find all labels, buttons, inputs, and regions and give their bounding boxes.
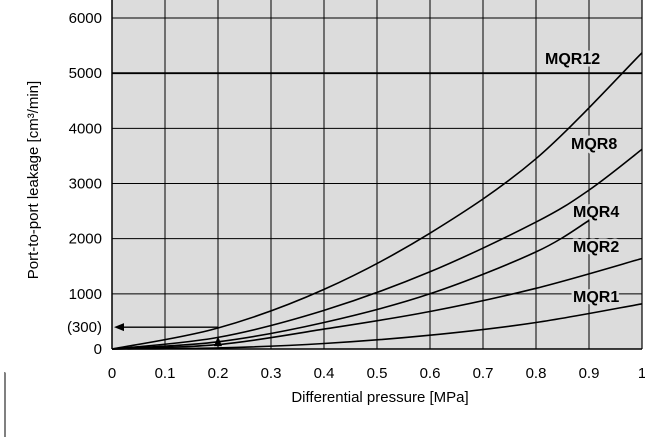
annotations: (300) — [67, 319, 222, 347]
x-tick-label: 0.1 — [155, 365, 176, 382]
callout-arrowhead-left — [114, 323, 124, 332]
callout-arrowhead-up — [214, 336, 222, 347]
y-tick-label: 5000 — [69, 65, 102, 82]
y-tick-label: 3000 — [69, 176, 102, 193]
y-tick-label: 1000 — [69, 286, 102, 303]
x-axis-label: Differential pressure [MPa] — [291, 389, 468, 406]
series-line-mqr4 — [111, 219, 590, 350]
x-tick-label: 0.8 — [526, 365, 547, 382]
x-tick-label: 0.9 — [579, 365, 600, 382]
y-tick-label: 4000 — [69, 120, 102, 137]
y-tick-label: 0 — [94, 341, 102, 358]
x-tick-label: 1 — [638, 365, 645, 382]
series-label-mqr12: MQR12 — [545, 51, 600, 68]
x-tick-label: 0.6 — [420, 365, 441, 382]
x-tick-label: 0 — [108, 365, 116, 382]
series-line-mqr2 — [111, 257, 643, 350]
series-label-mqr1: MQR1 — [573, 289, 619, 306]
callout-label: (300) — [67, 319, 102, 336]
series-label-mqr4: MQR4 — [573, 204, 619, 221]
grid — [112, 0, 642, 349]
y-tick-label: 2000 — [69, 231, 102, 248]
x-tick-label: 0.5 — [367, 365, 388, 382]
y-tick-label: 6000 — [69, 10, 102, 27]
x-tick-label: 0.7 — [473, 365, 494, 382]
x-tick-label: 0.3 — [261, 365, 282, 382]
frame — [4, 0, 643, 437]
series-label-mqr2: MQR2 — [573, 239, 619, 256]
x-tick-label: 0.2 — [208, 365, 229, 382]
series-line-mqr12 — [111, 52, 643, 350]
series-label-mqr8: MQR8 — [571, 136, 617, 153]
x-tick-label: 0.4 — [314, 365, 335, 382]
series-line-mqr1 — [111, 303, 643, 350]
tick-labels: 0 1000 2000 3000 4000 5000 6000 0 0.1 0.2 0.3 0.4 0.… — [69, 10, 645, 382]
axis-labels: Differential pressure [MPa] Port-to-port … — [25, 81, 469, 406]
y-axis-label: Port-to-port leakage [cm³/min] — [25, 81, 42, 279]
